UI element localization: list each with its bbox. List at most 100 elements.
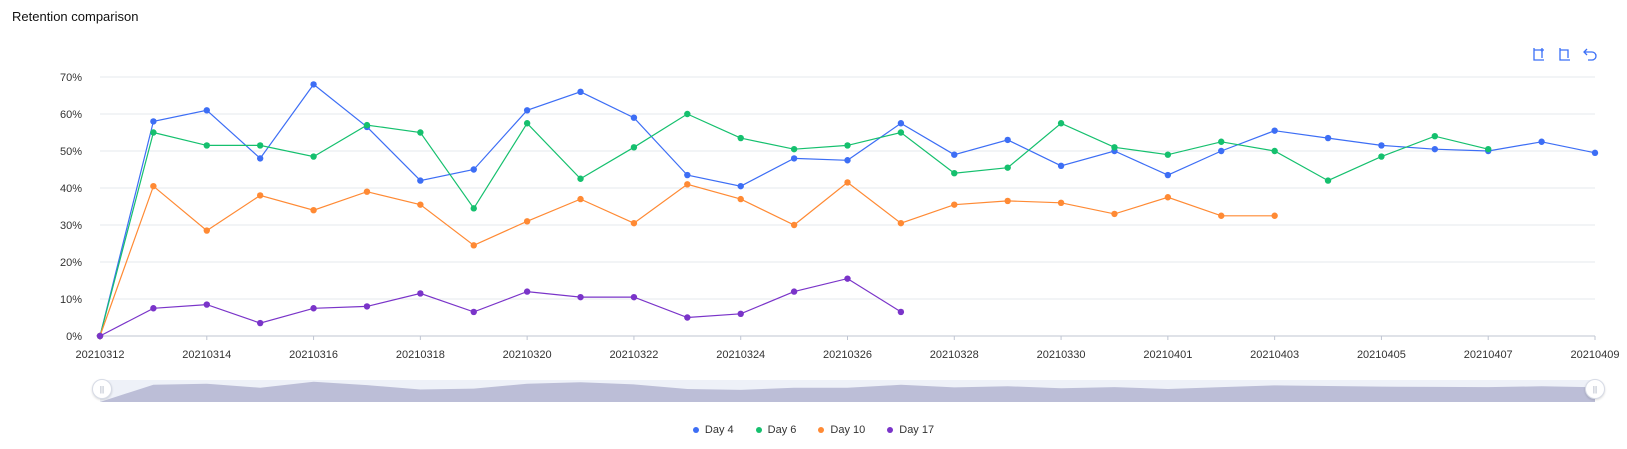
- data-point[interactable]: [1111, 210, 1118, 218]
- restore-icon[interactable]: [1581, 45, 1599, 63]
- data-point[interactable]: [951, 170, 958, 177]
- data-point[interactable]: [1004, 164, 1011, 171]
- data-point[interactable]: [150, 129, 157, 136]
- data-point[interactable]: [1218, 138, 1225, 145]
- data-point[interactable]: [844, 142, 851, 149]
- x-axis: 20210312 20210314 20210316 20210318 20210320…: [76, 336, 1619, 361]
- data-point[interactable]: [897, 219, 905, 227]
- data-point[interactable]: [844, 179, 851, 186]
- data-point[interactable]: [737, 182, 744, 190]
- data-point[interactable]: [1057, 162, 1065, 169]
- data-point[interactable]: [897, 120, 905, 127]
- legend-item-day4[interactable]: Day 4: [692, 424, 734, 436]
- data-point[interactable]: [1538, 138, 1545, 145]
- data-point[interactable]: [1004, 136, 1011, 144]
- data-point[interactable]: [630, 144, 638, 151]
- data-point[interactable]: [310, 153, 317, 160]
- data-point[interactable]: [790, 155, 798, 162]
- data-point[interactable]: [630, 114, 638, 121]
- data-point[interactable]: [256, 155, 264, 162]
- data-point[interactable]: [310, 305, 317, 312]
- data-point[interactable]: [1164, 194, 1172, 201]
- datazoom-right-handle[interactable]: ||: [1585, 379, 1605, 399]
- data-point[interactable]: [1164, 151, 1172, 158]
- data-point[interactable]: [1004, 197, 1011, 205]
- data-point[interactable]: [417, 290, 424, 297]
- datazoom-left-handle[interactable]: ||: [92, 379, 112, 399]
- data-point[interactable]: [1591, 149, 1599, 157]
- data-point[interactable]: [363, 303, 371, 310]
- data-point[interactable]: [790, 288, 798, 295]
- data-point[interactable]: [577, 175, 584, 182]
- data-point[interactable]: [1431, 133, 1439, 140]
- data-point[interactable]: [203, 227, 210, 234]
- data-point[interactable]: [1324, 177, 1332, 184]
- legend-item-day17[interactable]: Day 17: [887, 424, 934, 436]
- data-point[interactable]: [203, 107, 210, 114]
- data-point[interactable]: [844, 157, 851, 164]
- zoom-reset-icon[interactable]: [1555, 45, 1573, 63]
- data-point[interactable]: [684, 171, 691, 179]
- legend-item-day6[interactable]: Day 6: [755, 424, 796, 436]
- data-point[interactable]: [951, 201, 958, 208]
- data-point[interactable]: [310, 207, 317, 214]
- data-point[interactable]: [790, 145, 798, 153]
- data-point[interactable]: [150, 118, 157, 125]
- data-point[interactable]: [577, 293, 584, 301]
- data-point[interactable]: [1218, 147, 1225, 155]
- data-point[interactable]: [1057, 199, 1065, 206]
- data-point[interactable]: [737, 195, 744, 203]
- data-point[interactable]: [1057, 120, 1065, 127]
- data-point[interactable]: [737, 134, 744, 142]
- data-point[interactable]: [577, 195, 584, 203]
- data-point[interactable]: [684, 110, 691, 118]
- data-point[interactable]: [1271, 127, 1278, 134]
- datazoom-slider[interactable]: [100, 380, 1595, 402]
- data-point[interactable]: [363, 121, 371, 129]
- data-point[interactable]: [417, 177, 424, 184]
- data-point[interactable]: [1271, 147, 1278, 155]
- data-point[interactable]: [1378, 142, 1385, 149]
- data-point[interactable]: [577, 88, 584, 96]
- data-point[interactable]: [310, 81, 317, 88]
- data-point[interactable]: [1218, 212, 1225, 219]
- data-point[interactable]: [790, 221, 798, 229]
- data-point[interactable]: [523, 120, 531, 127]
- data-point[interactable]: [203, 301, 210, 308]
- data-point[interactable]: [951, 151, 958, 158]
- data-point[interactable]: [684, 181, 691, 188]
- data-point[interactable]: [150, 182, 157, 190]
- data-point[interactable]: [256, 319, 264, 327]
- zoom-icon[interactable]: [1529, 45, 1547, 63]
- data-point[interactable]: [897, 129, 905, 136]
- legend-item-day10[interactable]: Day 10: [818, 424, 865, 436]
- data-point[interactable]: [256, 142, 264, 149]
- data-point[interactable]: [256, 192, 264, 199]
- data-point[interactable]: [523, 218, 531, 225]
- data-point[interactable]: [523, 288, 531, 295]
- data-point[interactable]: [1378, 153, 1385, 160]
- data-point[interactable]: [417, 201, 424, 208]
- data-point[interactable]: [630, 293, 638, 301]
- data-point[interactable]: [96, 332, 104, 340]
- data-point[interactable]: [363, 188, 371, 195]
- data-point[interactable]: [844, 275, 851, 282]
- data-point[interactable]: [470, 308, 477, 316]
- data-point[interactable]: [523, 107, 531, 114]
- data-point[interactable]: [1485, 145, 1492, 153]
- data-point[interactable]: [470, 242, 477, 249]
- data-point[interactable]: [1271, 212, 1278, 219]
- data-point[interactable]: [897, 308, 905, 316]
- data-point[interactable]: [1111, 144, 1118, 151]
- data-point[interactable]: [470, 166, 477, 173]
- data-point[interactable]: [737, 310, 744, 317]
- data-point[interactable]: [417, 129, 424, 136]
- data-point[interactable]: [470, 205, 477, 212]
- data-point[interactable]: [1431, 145, 1439, 153]
- data-point[interactable]: [150, 305, 157, 312]
- data-point[interactable]: [630, 219, 638, 227]
- data-point[interactable]: [684, 314, 691, 321]
- data-point[interactable]: [1164, 171, 1172, 179]
- data-point[interactable]: [203, 142, 210, 149]
- data-point[interactable]: [1324, 134, 1332, 142]
